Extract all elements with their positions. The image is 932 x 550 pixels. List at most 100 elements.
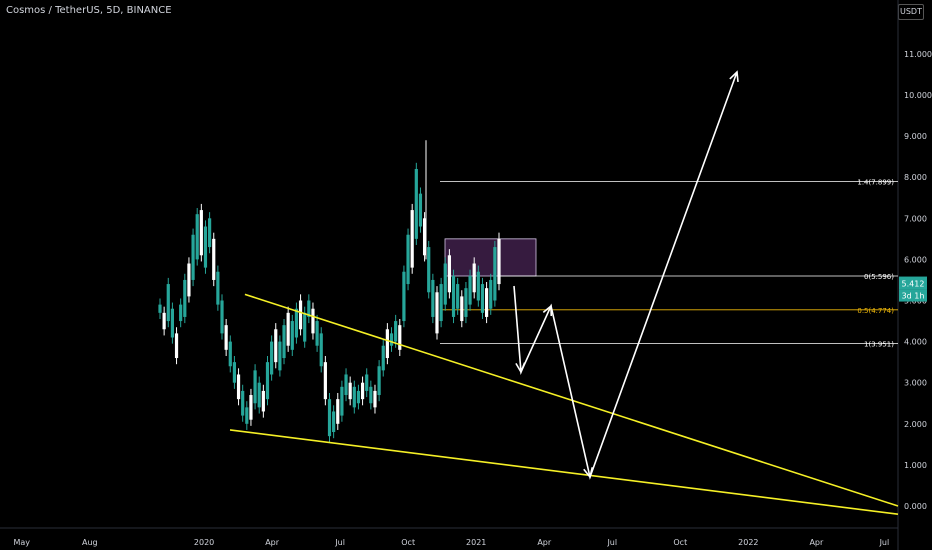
candle-body bbox=[183, 279, 187, 317]
candle-body bbox=[166, 284, 170, 322]
fib-label: 1.4(7.899) bbox=[857, 178, 894, 186]
candle-body bbox=[464, 288, 468, 317]
current-price-badge bbox=[899, 276, 927, 290]
candle-body bbox=[410, 210, 414, 268]
candle-body bbox=[402, 271, 406, 322]
arrow-head bbox=[583, 467, 594, 479]
candle-body bbox=[340, 386, 344, 416]
candle-body bbox=[315, 321, 319, 346]
y-tick-label: 7.000 bbox=[904, 214, 927, 223]
candle-body bbox=[261, 390, 265, 412]
arrow-head bbox=[729, 70, 739, 83]
candle-body bbox=[493, 247, 497, 301]
candle-body bbox=[480, 284, 485, 313]
candle-body bbox=[286, 312, 290, 346]
y-tick-label: 1.000 bbox=[904, 461, 927, 470]
current-price-label: 5.412 bbox=[902, 280, 925, 289]
candle-body bbox=[431, 279, 435, 317]
x-tick-label: 2021 bbox=[466, 538, 486, 547]
candle-body bbox=[282, 325, 286, 359]
candle-body bbox=[298, 300, 303, 330]
candle-body bbox=[179, 304, 183, 322]
candle-body bbox=[497, 238, 501, 285]
y-tick-label: 6.000 bbox=[904, 255, 927, 264]
candle-body bbox=[232, 362, 237, 383]
x-tick-label: 2022 bbox=[738, 538, 758, 547]
candle-body bbox=[422, 218, 427, 256]
candle-body bbox=[381, 345, 385, 371]
arrow-head bbox=[515, 362, 526, 374]
candle-body bbox=[162, 312, 166, 330]
candle-body bbox=[294, 308, 299, 338]
candle-body bbox=[456, 284, 460, 309]
y-tick-label: 0.000 bbox=[904, 502, 927, 511]
candle-body bbox=[191, 234, 195, 280]
candle-body bbox=[344, 374, 348, 396]
candle-body bbox=[220, 300, 224, 334]
candle-body bbox=[195, 214, 199, 260]
fib-label: 1(3.951) bbox=[864, 341, 894, 349]
candle-body bbox=[311, 308, 315, 334]
candle-body bbox=[348, 382, 352, 400]
candle-body bbox=[427, 247, 431, 293]
candle-body bbox=[360, 382, 365, 400]
x-tick-label: Aug bbox=[82, 538, 98, 547]
candle-body bbox=[365, 374, 369, 391]
candle-body bbox=[327, 399, 332, 437]
candle-body bbox=[236, 374, 241, 400]
candle-body bbox=[307, 300, 311, 317]
x-tick-label: Jul bbox=[879, 538, 890, 547]
candle-body bbox=[460, 296, 464, 322]
candle-body bbox=[451, 275, 456, 317]
candle-body bbox=[377, 366, 381, 396]
candle-body bbox=[278, 341, 282, 371]
time-to-close-label: 3d 1h bbox=[902, 292, 925, 301]
candle-body bbox=[435, 292, 439, 334]
candle-body bbox=[270, 341, 274, 375]
candle-body bbox=[414, 168, 418, 239]
y-tick-label: 11.000 bbox=[904, 50, 932, 59]
x-tick-label: May bbox=[13, 538, 30, 547]
candle-body bbox=[352, 386, 356, 408]
candle-body bbox=[319, 333, 323, 367]
candle-body bbox=[484, 288, 489, 317]
x-tick-label: Oct bbox=[673, 538, 687, 547]
candle-body bbox=[418, 193, 423, 227]
x-tick-label: Oct bbox=[401, 538, 415, 547]
candle-body bbox=[274, 329, 278, 363]
candle-body bbox=[439, 284, 443, 322]
wedge-upper-line bbox=[244, 293, 899, 507]
y-tick-label: 2.000 bbox=[904, 420, 927, 429]
candle-body bbox=[394, 321, 398, 342]
candle-body bbox=[199, 210, 203, 256]
wedge-lower-line bbox=[229, 429, 899, 516]
candle-body bbox=[249, 395, 253, 420]
candle-body bbox=[356, 390, 361, 404]
candle-body bbox=[208, 218, 212, 248]
x-tick-label: Jul bbox=[334, 538, 345, 547]
candle-body bbox=[187, 263, 191, 297]
candle-body bbox=[212, 238, 216, 280]
candle-body bbox=[216, 271, 220, 305]
candle-body bbox=[224, 325, 228, 350]
y-tick-label: 10.000 bbox=[904, 91, 932, 100]
highlight-zone bbox=[444, 238, 537, 277]
arrow-head bbox=[542, 304, 553, 317]
fib-label: 0(5.596) bbox=[864, 273, 894, 281]
x-tick-label: Apr bbox=[809, 538, 824, 547]
candle-body bbox=[323, 362, 327, 400]
x-tick-label: Jul bbox=[606, 538, 617, 547]
candle-body bbox=[332, 411, 336, 433]
candle-body bbox=[336, 399, 340, 424]
candle-body bbox=[369, 386, 373, 404]
candle-body bbox=[245, 407, 249, 424]
candle-body bbox=[174, 333, 179, 359]
candle-body bbox=[468, 275, 472, 305]
candle-body bbox=[303, 312, 307, 342]
candle-body bbox=[476, 271, 480, 301]
candle-body bbox=[158, 304, 162, 313]
candle-body bbox=[253, 370, 257, 404]
candle-body bbox=[228, 341, 232, 367]
